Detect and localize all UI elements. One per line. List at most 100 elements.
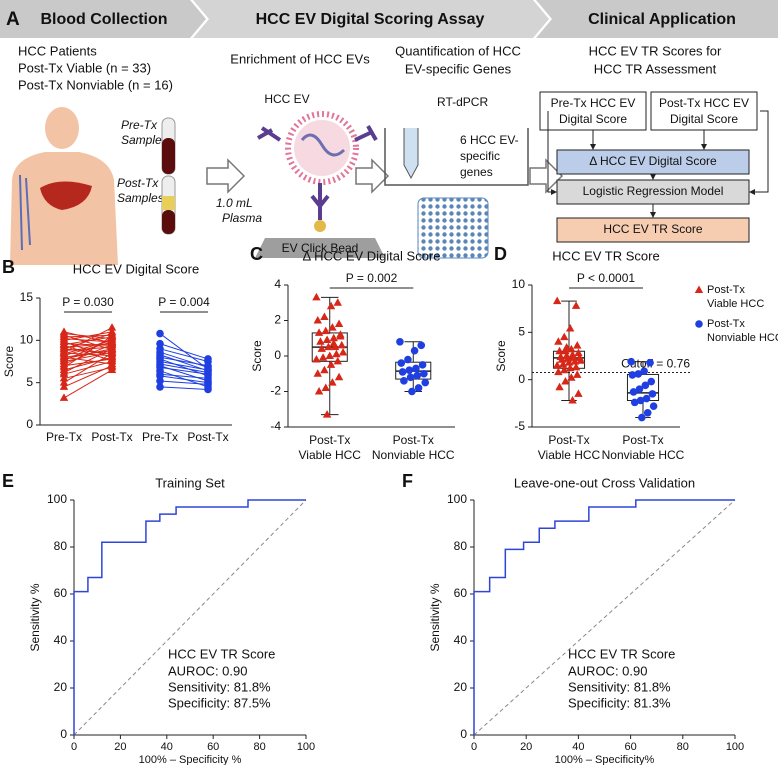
arrow bbox=[529, 158, 564, 194]
y-tick-label: 0 bbox=[60, 727, 67, 741]
device bbox=[384, 128, 529, 186]
data-point bbox=[326, 301, 336, 310]
pair-line bbox=[159, 363, 209, 373]
data-point bbox=[565, 363, 575, 372]
data-point bbox=[59, 327, 69, 335]
flow-box bbox=[539, 91, 647, 131]
x-tick-label: 40 bbox=[572, 741, 584, 753]
y-tick-label: 60 bbox=[454, 586, 468, 600]
panel-label: C bbox=[250, 244, 263, 264]
data-point bbox=[554, 367, 563, 376]
pipette bbox=[403, 128, 419, 180]
data-point bbox=[555, 382, 564, 391]
reference-line bbox=[73, 499, 307, 736]
text: HCC EV TR Scores for bbox=[589, 43, 722, 58]
legend-label: HCC EV TR Score bbox=[568, 646, 675, 661]
step-title: Clinical Application bbox=[588, 11, 736, 28]
legend-label: HCC EV TR Score bbox=[168, 646, 275, 661]
x-tick-label: 100 bbox=[726, 741, 744, 753]
x-tick-label: 60 bbox=[624, 741, 636, 753]
y-axis-label: Sensitivity % bbox=[428, 583, 442, 651]
dpcr-chip bbox=[417, 197, 489, 259]
pair-line bbox=[63, 369, 113, 399]
pair-line bbox=[63, 343, 113, 346]
data-point bbox=[336, 331, 345, 340]
y-tick-label: 4 bbox=[274, 277, 281, 291]
data-point bbox=[337, 340, 346, 349]
text: HCC EV bbox=[264, 92, 309, 106]
data-point bbox=[567, 373, 576, 381]
text: Δ HCC EV Digital Score bbox=[589, 154, 717, 168]
text: Logistic Regression Model bbox=[583, 184, 724, 198]
annotation: Specificity: 87.5% bbox=[168, 695, 271, 710]
pair-line bbox=[63, 351, 113, 362]
data-point bbox=[398, 368, 407, 376]
pair-line bbox=[63, 358, 113, 367]
data-point bbox=[313, 369, 322, 377]
data-point bbox=[156, 383, 164, 391]
y-tick-label: 5 bbox=[518, 325, 525, 339]
y-tick-label: 100 bbox=[47, 492, 67, 506]
x-tick-label: Post-Tx bbox=[393, 433, 434, 447]
annotation: AUROC: 0.90 bbox=[568, 663, 647, 678]
x-tick-label: Post-Tx bbox=[91, 430, 132, 444]
data-point bbox=[647, 377, 656, 386]
text: Enrichment of HCC EVs bbox=[230, 51, 370, 66]
data-point bbox=[417, 341, 426, 350]
data-point bbox=[421, 378, 430, 387]
data-point bbox=[694, 285, 704, 293]
x-tick-label: 20 bbox=[520, 741, 532, 753]
data-point bbox=[156, 329, 164, 338]
data-point bbox=[412, 364, 420, 373]
data-point bbox=[316, 337, 325, 345]
patient-illustration bbox=[10, 107, 118, 265]
flow-box bbox=[556, 149, 750, 175]
annotation: Sensitivity: 81.8% bbox=[568, 679, 671, 694]
panel-label: B bbox=[2, 257, 15, 277]
data-point bbox=[408, 387, 416, 396]
text: HCC TR Assessment bbox=[594, 61, 717, 76]
pair-line bbox=[159, 370, 209, 388]
data-point bbox=[570, 357, 580, 365]
y-tick-label: 20 bbox=[54, 680, 68, 694]
x-axis-label: 100% – Specificity% bbox=[555, 754, 655, 765]
data-point bbox=[204, 365, 212, 373]
data-point bbox=[320, 312, 329, 320]
x-tick-label: Post-Tx bbox=[309, 433, 350, 447]
y-tick-label: 40 bbox=[454, 633, 468, 647]
data-point bbox=[634, 370, 643, 378]
text: Quantification of HCC bbox=[395, 43, 521, 58]
text: 6 HCC EV- bbox=[460, 133, 519, 147]
panel-label: E bbox=[2, 471, 14, 491]
x-tick-label: 80 bbox=[253, 741, 265, 753]
cutoff-label: Cutoff = 0.76 bbox=[621, 357, 690, 371]
y-axis-label: Score bbox=[250, 340, 264, 372]
text: Pre-Tx bbox=[121, 118, 158, 132]
data-point bbox=[565, 324, 575, 332]
tube-plasma bbox=[162, 196, 175, 210]
text: Digital Score bbox=[670, 112, 738, 126]
data-point bbox=[321, 326, 330, 335]
data-point bbox=[338, 347, 348, 356]
data-point bbox=[312, 355, 321, 363]
text: RT-dPCR bbox=[437, 95, 488, 109]
data-point bbox=[562, 342, 571, 351]
y-tick-label: 80 bbox=[54, 539, 68, 553]
x-tick-label: Pre-Tx bbox=[46, 430, 82, 444]
data-point bbox=[573, 370, 582, 378]
y-tick-label: 5 bbox=[26, 375, 33, 389]
data-point bbox=[560, 365, 569, 374]
banner-step bbox=[0, 0, 206, 38]
data-point bbox=[107, 338, 117, 346]
data-point bbox=[642, 394, 651, 403]
chart-title: HCC EV Digital Score bbox=[73, 261, 199, 276]
text: EV-specific Genes bbox=[405, 61, 512, 76]
text: Post-Tx HCC EV bbox=[659, 96, 749, 110]
data-point bbox=[560, 332, 569, 341]
x-tick-label: 20 bbox=[114, 741, 126, 753]
roc-line bbox=[73, 499, 306, 735]
pair-line bbox=[63, 356, 113, 365]
annotation: Sensitivity: 81.8% bbox=[168, 679, 271, 694]
data-point bbox=[322, 410, 332, 418]
data-point bbox=[635, 385, 644, 393]
